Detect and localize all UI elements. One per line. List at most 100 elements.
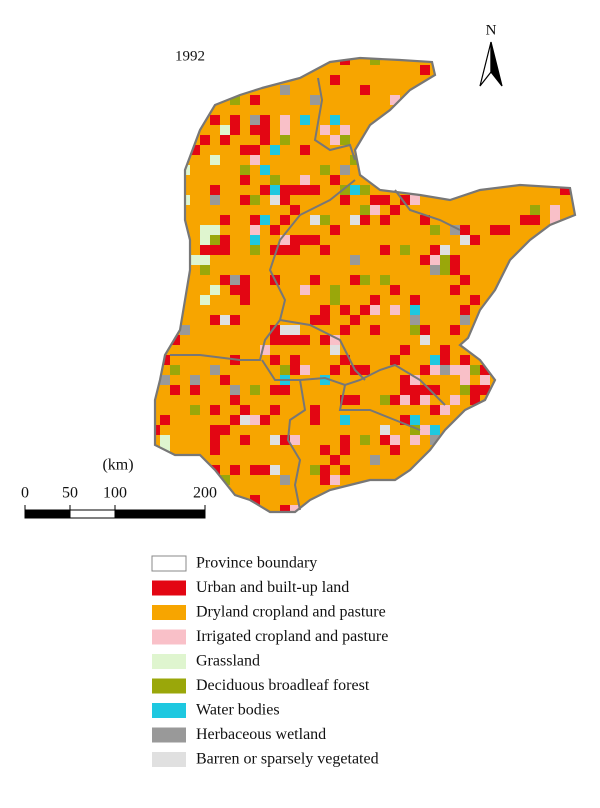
map-year: 1992 bbox=[175, 48, 205, 64]
land-cell bbox=[280, 335, 290, 345]
land-cell bbox=[300, 335, 310, 345]
land-cell bbox=[210, 285, 220, 295]
province-boundaries bbox=[170, 77, 461, 511]
land-cell bbox=[260, 185, 270, 195]
land-cell bbox=[430, 245, 440, 255]
land-cell bbox=[410, 305, 420, 315]
land-cell bbox=[270, 435, 280, 445]
land-cell bbox=[460, 275, 470, 285]
land-cell bbox=[290, 355, 300, 365]
scale-tick-label: 0 bbox=[21, 485, 29, 502]
land-cell bbox=[390, 285, 400, 295]
land-cell bbox=[170, 365, 180, 375]
land-cell bbox=[450, 265, 460, 275]
land-cell bbox=[480, 385, 490, 395]
land-cell bbox=[250, 385, 260, 395]
land-cell bbox=[230, 385, 240, 395]
land-cell bbox=[460, 355, 470, 365]
land-cell bbox=[260, 345, 270, 355]
land-cell bbox=[410, 435, 420, 445]
land-cell bbox=[290, 435, 300, 445]
land-cell bbox=[460, 235, 470, 245]
land-cell bbox=[350, 185, 360, 195]
land-cell bbox=[220, 375, 230, 385]
land-cell bbox=[210, 235, 220, 245]
land-cell bbox=[220, 245, 230, 255]
land-cell bbox=[380, 435, 390, 445]
land-cell bbox=[350, 395, 360, 405]
land-cell bbox=[560, 185, 570, 195]
land-cell bbox=[200, 135, 210, 145]
land-cell bbox=[260, 125, 270, 135]
land-cell bbox=[240, 195, 250, 205]
land-cell bbox=[270, 325, 280, 335]
land-cell bbox=[280, 245, 290, 255]
land-cell bbox=[350, 255, 360, 265]
land-cell bbox=[190, 145, 200, 155]
land-cell bbox=[360, 215, 370, 225]
land-cell bbox=[420, 215, 430, 225]
land-cell bbox=[410, 195, 420, 205]
land-cell bbox=[330, 225, 340, 235]
land-cell bbox=[200, 235, 210, 245]
land-cell bbox=[250, 215, 260, 225]
land-cell bbox=[420, 255, 430, 265]
land-cell bbox=[330, 295, 340, 305]
land-cell bbox=[340, 135, 350, 145]
legend-swatch bbox=[152, 752, 186, 767]
land-cell bbox=[400, 415, 410, 425]
land-cell bbox=[390, 445, 400, 455]
land-cell bbox=[210, 225, 220, 235]
land-cell bbox=[250, 235, 260, 245]
land-cell bbox=[280, 365, 290, 375]
land-cell bbox=[230, 415, 240, 425]
legend-label: Dryland cropland and pasture bbox=[196, 604, 386, 621]
land-cell bbox=[380, 395, 390, 405]
land-cell bbox=[390, 435, 400, 445]
land-cell bbox=[270, 145, 280, 155]
land-cell bbox=[290, 185, 300, 195]
land-cell bbox=[280, 475, 290, 485]
land-cell bbox=[380, 275, 390, 285]
land-cell bbox=[220, 125, 230, 135]
land-cell bbox=[250, 415, 260, 425]
land-cell bbox=[270, 385, 280, 395]
land-cell bbox=[300, 185, 310, 195]
land-cell bbox=[420, 385, 430, 395]
land-cell bbox=[420, 395, 430, 405]
land-cell bbox=[270, 355, 280, 365]
land-cell bbox=[340, 125, 350, 135]
land-cell bbox=[220, 315, 230, 325]
land-cell bbox=[320, 215, 330, 225]
land-cell bbox=[360, 365, 370, 375]
region-outline bbox=[153, 56, 577, 514]
scale-unit: (km) bbox=[102, 457, 133, 474]
scale-segment bbox=[69, 509, 116, 519]
land-cell bbox=[450, 395, 460, 405]
land-cell bbox=[280, 505, 290, 512]
legend-swatch bbox=[152, 703, 186, 718]
land-cell bbox=[190, 405, 200, 415]
land-cell bbox=[420, 325, 430, 335]
land-cell bbox=[430, 255, 440, 265]
land-cell bbox=[330, 455, 340, 465]
land-cell bbox=[210, 155, 220, 165]
land-cell bbox=[280, 385, 290, 395]
north-label: N bbox=[486, 22, 497, 38]
land-cell bbox=[370, 295, 380, 305]
land-cell bbox=[280, 215, 290, 225]
land-cell bbox=[360, 435, 370, 445]
land-cell bbox=[340, 58, 350, 65]
land-cell bbox=[240, 405, 250, 415]
land-cell bbox=[230, 315, 240, 325]
land-cell bbox=[270, 465, 280, 475]
land-cell bbox=[320, 305, 330, 315]
land-cell bbox=[310, 185, 320, 195]
land-cell bbox=[260, 215, 270, 225]
land-cell bbox=[430, 385, 440, 395]
land-cell bbox=[460, 225, 470, 235]
land-cell bbox=[550, 205, 560, 215]
land-cell bbox=[270, 405, 280, 415]
land-cell bbox=[380, 425, 390, 435]
